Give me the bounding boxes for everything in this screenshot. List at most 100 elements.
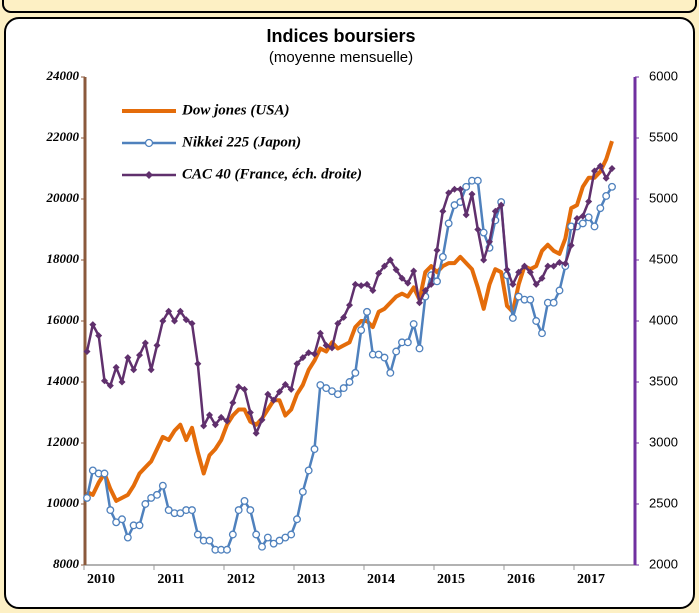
point — [217, 413, 225, 421]
point — [124, 354, 132, 362]
point — [182, 316, 190, 324]
point — [351, 280, 359, 288]
point — [608, 165, 616, 172]
point — [473, 176, 482, 185]
point — [538, 274, 546, 282]
point — [328, 344, 336, 352]
y-tick-label: 22000 — [46, 129, 80, 144]
point — [322, 341, 330, 349]
point — [311, 350, 318, 358]
point — [567, 241, 575, 249]
point — [409, 320, 418, 328]
point — [153, 490, 161, 499]
point — [287, 530, 296, 539]
point — [281, 380, 289, 388]
point — [526, 295, 535, 304]
point — [235, 383, 243, 391]
point — [421, 287, 429, 294]
point — [404, 279, 412, 287]
point — [508, 314, 517, 322]
point — [381, 262, 388, 270]
x-tick-label: 2014 — [367, 572, 395, 587]
point — [310, 445, 319, 454]
point — [223, 545, 231, 554]
point — [340, 313, 348, 321]
point — [515, 268, 523, 276]
point — [456, 185, 464, 193]
point — [141, 500, 150, 508]
point — [532, 317, 541, 325]
point — [346, 301, 353, 309]
point — [176, 307, 184, 315]
point — [602, 191, 611, 200]
x-tick-label: 2010 — [87, 572, 115, 587]
point — [287, 385, 295, 393]
point — [269, 539, 278, 548]
point — [445, 189, 453, 197]
y2-tick-label: 5500 — [649, 129, 678, 144]
point — [596, 204, 605, 213]
point — [165, 307, 173, 315]
point — [89, 321, 97, 329]
point — [135, 521, 144, 530]
point — [112, 518, 121, 527]
point — [521, 262, 528, 270]
point — [159, 317, 167, 325]
point — [398, 274, 406, 282]
point — [322, 384, 331, 393]
point — [480, 256, 488, 264]
y-tick-label: 24000 — [46, 68, 80, 83]
point — [363, 280, 371, 288]
point — [474, 226, 482, 233]
point — [392, 347, 401, 356]
point — [497, 201, 505, 209]
point — [293, 515, 301, 524]
legend-label: CAC 40 (France, éch. droite) — [182, 166, 362, 182]
point — [270, 396, 278, 404]
point — [88, 466, 97, 475]
point — [596, 162, 604, 170]
y2-tick-label: 3500 — [649, 373, 678, 388]
point — [316, 329, 324, 337]
point — [374, 350, 383, 359]
chart-title: Indices boursiers — [266, 26, 415, 46]
y-tick-label: 14000 — [47, 373, 80, 388]
point — [246, 409, 254, 416]
point — [333, 390, 342, 399]
y-tick-label: 12000 — [47, 434, 80, 449]
point — [275, 536, 284, 545]
point — [584, 213, 593, 222]
point — [153, 341, 161, 349]
point — [188, 319, 196, 327]
point — [141, 339, 149, 347]
point — [532, 280, 540, 288]
point — [578, 219, 587, 228]
point — [234, 506, 243, 515]
point — [503, 266, 511, 274]
top-frame — [2, 0, 697, 13]
point — [101, 377, 108, 385]
point — [130, 366, 138, 374]
point — [357, 326, 366, 335]
point — [147, 493, 156, 502]
point — [229, 399, 237, 407]
point — [514, 292, 523, 301]
point — [164, 506, 173, 515]
point — [462, 211, 470, 219]
point — [293, 360, 301, 368]
point — [550, 262, 558, 270]
y2-tick-label: 2000 — [649, 556, 678, 571]
point — [386, 368, 395, 377]
point — [241, 385, 248, 393]
point — [171, 317, 178, 325]
point — [357, 282, 365, 290]
point — [392, 266, 400, 274]
point — [416, 299, 423, 307]
point — [544, 262, 552, 270]
point — [438, 253, 447, 261]
point — [375, 269, 383, 277]
point — [100, 469, 109, 478]
point — [403, 338, 412, 347]
legend-marker — [144, 138, 154, 148]
point — [579, 212, 587, 220]
